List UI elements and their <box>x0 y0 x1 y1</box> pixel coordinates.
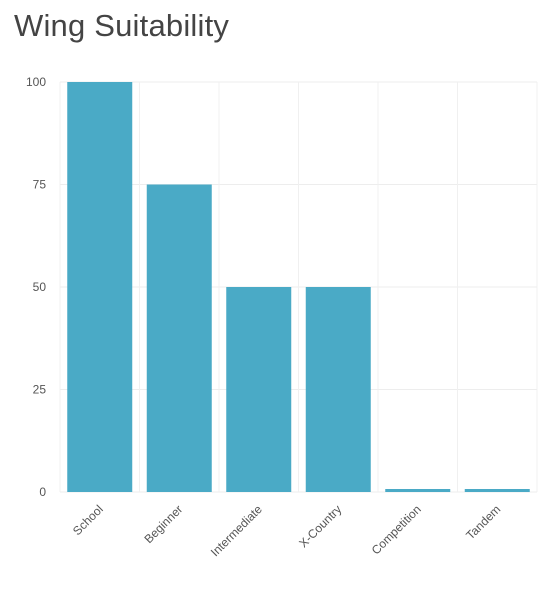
grid-lines <box>59 81 538 493</box>
x-axis-ticks: School Beginner Intermediate X-Country Compe… <box>70 502 503 559</box>
y-tick-label: 75 <box>33 178 47 192</box>
y-tick-label: 100 <box>26 75 46 89</box>
bar-competition <box>385 489 451 492</box>
bar-school <box>67 82 133 492</box>
x-tick-label: Beginner <box>141 502 185 546</box>
bar-tandem <box>464 489 530 492</box>
x-tick-label: School <box>70 502 106 538</box>
x-tick-label: Intermediate <box>208 502 265 559</box>
bar-x-country <box>305 287 371 492</box>
x-tick-label: Tandem <box>463 502 503 542</box>
y-tick-label: 25 <box>33 383 47 397</box>
chart-title: Wing Suitability <box>14 8 230 43</box>
x-tick-label: Competition <box>369 502 424 557</box>
y-axis-ticks: 0 25 50 75 100 <box>26 75 46 499</box>
x-tick-label: X-Country <box>296 502 344 550</box>
bars <box>67 82 530 492</box>
bar-intermediate <box>226 287 292 492</box>
bar-beginner <box>146 184 212 492</box>
y-tick-label: 50 <box>33 280 47 294</box>
y-tick-label: 0 <box>39 485 46 499</box>
